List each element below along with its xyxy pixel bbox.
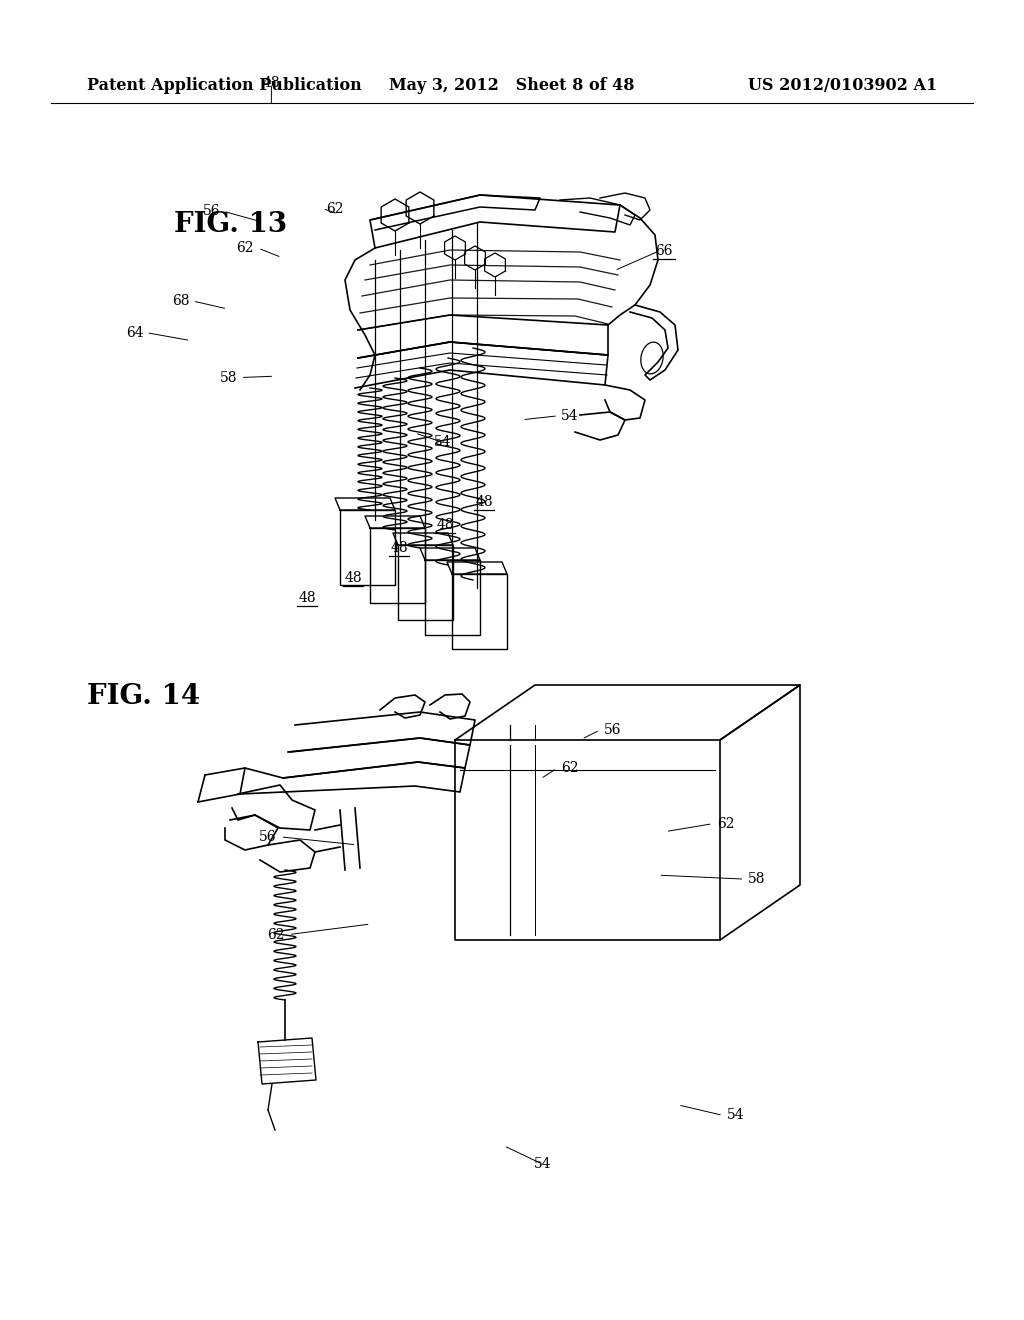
Text: 56: 56 [604, 723, 622, 737]
Text: 66: 66 [654, 244, 673, 257]
Text: 48: 48 [475, 495, 494, 508]
Text: FIG. 14: FIG. 14 [87, 684, 200, 710]
Text: 56: 56 [259, 830, 276, 843]
Text: 62: 62 [267, 928, 285, 941]
Text: 54: 54 [561, 409, 579, 422]
Text: 62: 62 [561, 762, 579, 775]
Text: 48: 48 [390, 541, 409, 554]
Text: 54: 54 [534, 1158, 552, 1171]
Text: 56: 56 [203, 205, 220, 218]
Text: 48: 48 [298, 591, 316, 605]
Text: 54: 54 [433, 436, 452, 449]
Text: 62: 62 [717, 817, 734, 830]
Text: Patent Application Publication: Patent Application Publication [87, 78, 361, 94]
Text: 54: 54 [727, 1109, 744, 1122]
Text: 62: 62 [326, 202, 343, 215]
Text: 58: 58 [220, 371, 238, 384]
Text: 48: 48 [262, 77, 281, 90]
Text: 62: 62 [237, 242, 254, 255]
Text: 68: 68 [172, 294, 189, 308]
Text: US 2012/0103902 A1: US 2012/0103902 A1 [748, 78, 937, 94]
Text: 48: 48 [344, 572, 362, 585]
Text: 58: 58 [748, 873, 765, 886]
Text: 48: 48 [436, 519, 455, 532]
Text: FIG. 13: FIG. 13 [174, 211, 287, 238]
Text: 64: 64 [126, 326, 143, 339]
Text: May 3, 2012   Sheet 8 of 48: May 3, 2012 Sheet 8 of 48 [389, 78, 635, 94]
